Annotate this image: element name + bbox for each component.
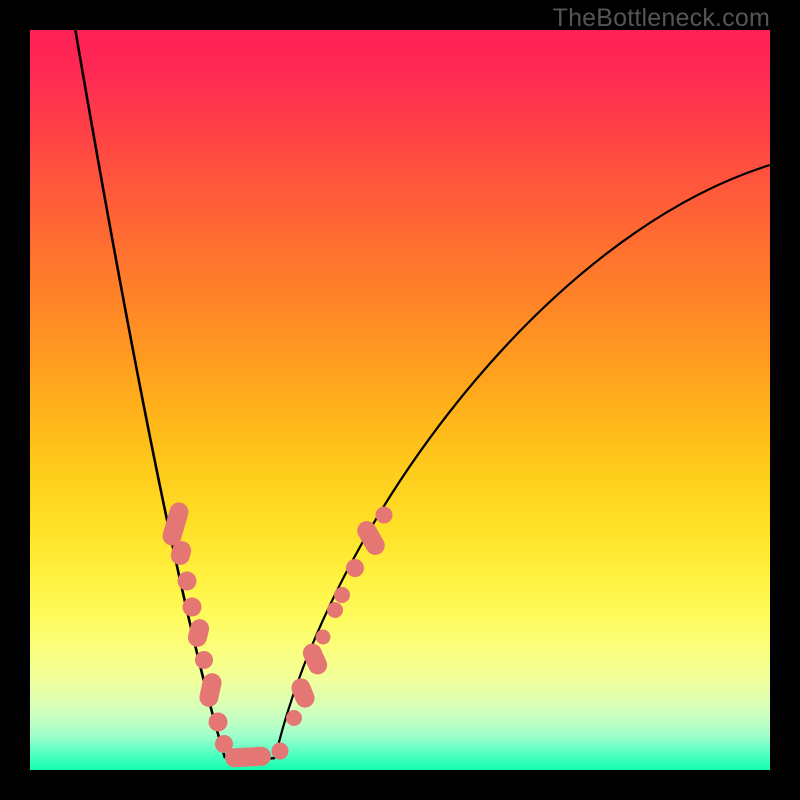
plot-rect xyxy=(30,30,770,770)
plot-background xyxy=(0,0,800,800)
watermark-text: TheBottleneck.com xyxy=(553,4,770,33)
chart-stage: TheBottleneck.com xyxy=(0,0,800,800)
